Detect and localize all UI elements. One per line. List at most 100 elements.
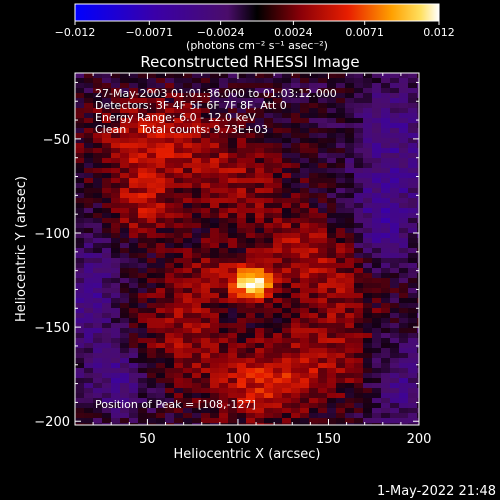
heatmap-cell [282,273,292,279]
heatmap-cell [165,403,175,409]
heatmap-cell [210,73,220,79]
heatmap-cell [75,278,85,284]
heatmap-cell [138,358,148,364]
heatmap-cell [138,378,148,384]
heatmap-cell [165,303,175,309]
heatmap-cell [255,168,265,174]
heatmap-cell [300,243,310,249]
heatmap-cell [147,348,157,354]
heatmap-cell [336,408,346,414]
heatmap-cell [273,333,283,339]
heatmap-cell [84,218,94,224]
heatmap-cell [354,423,364,425]
heatmap-cell [399,333,409,339]
heatmap-cell [111,193,121,199]
heatmap-cell [300,178,310,184]
heatmap-cell [327,138,337,144]
heatmap-cell [282,393,292,399]
heatmap-cell [336,308,346,314]
heatmap-cell [147,313,157,319]
heatmap-cell [255,138,265,144]
heatmap-cell [282,293,292,299]
heatmap-cell [111,88,121,94]
heatmap-cell [264,238,274,244]
heatmap-cell [201,183,211,189]
heatmap-cell [255,243,265,249]
heatmap-cell [264,268,274,274]
heatmap-cell [210,188,220,194]
heatmap-cell [156,168,166,174]
heatmap-cell [318,93,328,99]
heatmap-cell [417,113,419,119]
heatmap-cell [93,188,103,194]
heatmap-cell [246,198,256,204]
heatmap-cell [417,118,419,124]
heatmap-cell [318,103,328,109]
heatmap-cell [228,388,238,394]
heatmap-cell [336,163,346,169]
heatmap-cell [192,393,202,399]
heatmap-cell [354,133,364,139]
heatmap-cell [291,333,301,339]
heatmap-cell [210,183,220,189]
heatmap-cell [372,88,382,94]
heatmap-cell [408,353,418,359]
heatmap-cell [201,243,211,249]
heatmap-cell [282,323,292,329]
heatmap-cell [246,183,256,189]
heatmap-cell [273,368,283,374]
heatmap-cell [111,268,121,274]
heatmap-cell [354,123,364,129]
heatmap-cell [237,248,247,254]
heatmap-cell [246,338,256,344]
heatmap-cell [273,73,283,79]
heatmap-cell [336,333,346,339]
heatmap-cell [201,123,211,129]
heatmap-cell [318,153,328,159]
heatmap-cell [93,243,103,249]
heatmap-cell [183,423,193,425]
heatmap-cell [228,248,238,254]
heatmap-cell [255,78,265,84]
heatmap-cell [210,423,220,425]
heatmap-cell [129,228,139,234]
heatmap-cell [183,188,193,194]
heatmap-cell [264,258,274,264]
heatmap-cell [264,198,274,204]
heatmap-cell [255,363,265,369]
heatmap-cell [399,378,409,384]
heatmap-cell [129,338,139,344]
heatmap-cell [237,93,247,99]
heatmap-cell [120,88,130,94]
heatmap-cell [237,173,247,179]
heatmap-cell [183,258,193,264]
heatmap-cell [372,138,382,144]
heatmap-cell [255,108,265,114]
heatmap-cell [84,408,94,414]
heatmap-cell [354,253,364,259]
heatmap-cell [120,123,130,129]
heatmap-cell [75,368,85,374]
heatmap-cell [255,388,265,394]
heatmap-cell [183,403,193,409]
heatmap-cell [192,218,202,224]
heatmap-cell [237,388,247,394]
heatmap-cell [156,103,166,109]
heatmap-cell [282,238,292,244]
heatmap-cell [120,178,130,184]
heatmap-cell [309,263,319,269]
heatmap-cell [183,378,193,384]
heatmap-cell [336,223,346,229]
heatmap-cell [336,368,346,374]
heatmap-cell [327,83,337,89]
heatmap-cell [246,258,256,264]
heatmap-cell [219,403,229,409]
heatmap-cell [345,203,355,209]
heatmap-cell [354,198,364,204]
heatmap-cell [192,293,202,299]
heatmap-cell [183,198,193,204]
heatmap-cell [372,193,382,199]
heatmap-cell [291,288,301,294]
heatmap-cell [75,188,85,194]
heatmap-cell [210,208,220,214]
